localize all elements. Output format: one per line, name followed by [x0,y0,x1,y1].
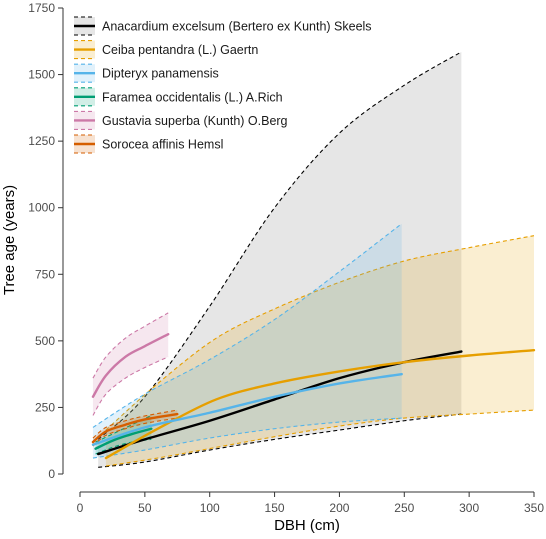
sorocea-ribbon [92,410,178,447]
x-tick-label: 300 [459,501,479,515]
sorocea-legend-label: Sorocea affinis Hemsl [102,138,223,152]
x-tick-label: 350 [524,501,544,515]
dipteryx-lower-bound [92,417,402,459]
gustavia-lower-bound [92,356,169,416]
y-tick-label: 750 [35,267,55,281]
ceiba-ribbon [105,235,534,467]
x-tick-label: 50 [138,501,152,515]
x-tick-label: 250 [394,501,414,515]
y-tick-label: 1750 [28,1,55,15]
anacardium-lower-bound [98,413,462,468]
y-tick-label: 500 [35,334,55,348]
gustavia-ribbon [92,312,169,416]
dipteryx-legend-label: Dipteryx panamensis [102,67,219,81]
dipteryx-line [91,372,403,446]
ceiba-lower-bound [105,409,535,467]
x-axis-title: DBH (cm) [274,517,340,534]
y-axis-title: Tree age (years) [1,185,18,295]
anacardium-ribbon [98,51,462,468]
dipteryx-upper-bound [92,223,403,428]
gustavia-line [91,333,170,398]
faramea-line [94,427,153,450]
y-tick-label: 1250 [28,134,55,148]
x-tick-label: 150 [265,501,285,515]
y-tick-label: 1000 [28,201,55,215]
sorocea-upper-bound [92,409,178,439]
dipteryx-ribbon [92,223,402,459]
x-tick-label: 100 [200,501,220,515]
x-tick-label: 0 [77,501,84,515]
ceiba-legend-label: Ceiba pentandra (L.) Gaertn [102,43,258,57]
sorocea-line [91,412,179,444]
y-tick-label: 1500 [28,68,55,82]
ribbons-layer [92,51,535,468]
y-tick-label: 250 [35,400,55,414]
faramea-legend-label: Faramea occidentalis (L.) A.Rich [102,90,283,104]
anacardium-upper-bound [97,51,462,440]
sorocea-lower-bound [92,417,178,447]
x-tick-label: 200 [329,501,349,515]
lines-layer [91,333,536,460]
y-axis: 0 250 500 750 1000 1250 1500 1750 [28,1,64,481]
ceiba-upper-bound [105,235,535,431]
anacardium-legend-label: Anacardium excelsum (Bertero ex Kunth) S… [102,20,372,34]
legend: Anacardium excelsum (Bertero ex Kunth) S… [74,16,372,154]
y-tick-label: 0 [48,467,55,481]
gustavia-legend-label: Gustavia superba (Kunth) O.Berg [102,114,288,128]
x-axis: 0 50 100 150 200 250 300 350 [77,491,544,515]
gustavia-upper-bound [92,312,169,379]
ceiba-line [104,348,536,460]
